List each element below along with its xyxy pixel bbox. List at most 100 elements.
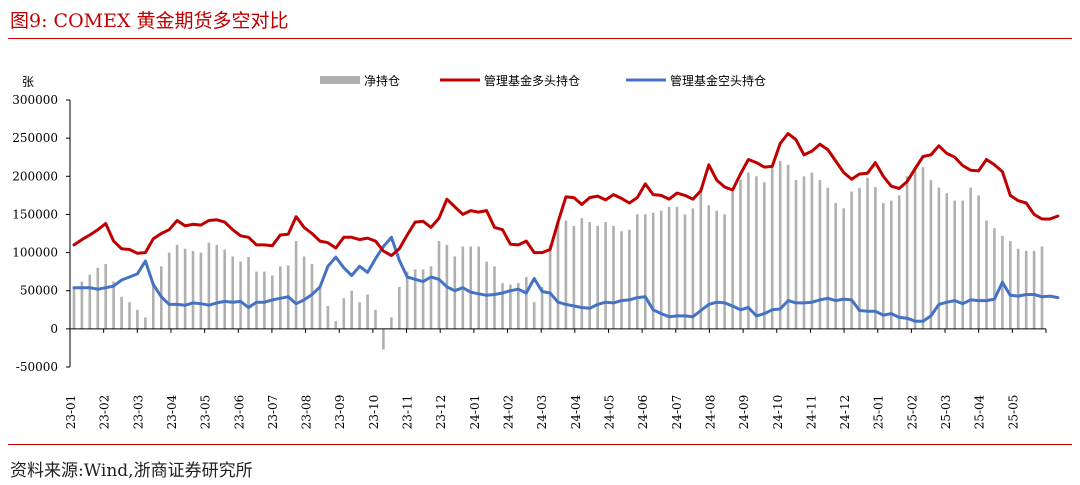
- bar-net-33: [334, 321, 338, 329]
- bar-net-70: [628, 229, 631, 329]
- bar-net-109: [937, 187, 941, 329]
- line-short-position: [72, 235, 1060, 323]
- x-tick-label-8: 23-09: [333, 395, 347, 430]
- bar-net-23: [255, 271, 258, 329]
- bar-net-72: [644, 214, 647, 329]
- bar-net-3: [96, 267, 100, 329]
- bar-net-85: [747, 172, 750, 329]
- x-tick-label-24: 25-01: [872, 395, 886, 430]
- bar-net-119: [1016, 248, 1020, 329]
- bar-net-60: [548, 244, 552, 329]
- x-tick-label-18: 24-07: [670, 395, 684, 430]
- y-tick-label-0: -50000: [16, 360, 58, 374]
- y-tick-label-7: 300000: [12, 93, 58, 107]
- bar-net-7: [128, 302, 131, 329]
- legend-long-position-label: 管理基金多头持仓: [484, 73, 580, 88]
- bar-net-74: [659, 210, 663, 329]
- bar-net-63: [572, 225, 576, 329]
- x-tick-label-5: 23-06: [232, 395, 246, 430]
- x-tick-label-19: 24-08: [703, 395, 717, 430]
- bar-net-66: [596, 225, 599, 329]
- bar-net-10: [152, 283, 155, 329]
- series-lines: [72, 132, 1060, 323]
- bar-net-83: [731, 191, 734, 329]
- bar-net-54: [501, 283, 504, 329]
- x-tick-label-22: 24-11: [804, 395, 818, 430]
- bar-net-94: [818, 180, 822, 329]
- x-tick-label-7: 23-08: [300, 395, 314, 430]
- bar-net-5: [112, 281, 115, 329]
- bar-net-120: [1024, 251, 1028, 329]
- bar-net-79: [699, 187, 703, 329]
- bar-net-8: [136, 309, 139, 329]
- bar-net-38: [374, 309, 377, 329]
- bar-net-67: [604, 222, 607, 329]
- bar-net-107: [921, 167, 925, 329]
- bar-net-21: [239, 261, 242, 329]
- bar-net-55: [509, 284, 512, 329]
- bar-net-75: [667, 206, 671, 329]
- bar-net-4: [104, 264, 107, 329]
- bar-net-93: [810, 172, 814, 329]
- bar-net-105: [905, 176, 909, 329]
- bar-net-2: [88, 274, 92, 329]
- title-divider: [8, 38, 1072, 39]
- bar-net-51: [477, 246, 480, 329]
- bar-net-80: [707, 205, 711, 329]
- x-tick-label-10: 23-11: [401, 395, 415, 430]
- bar-net-86: [755, 176, 758, 329]
- bar-net-92: [802, 176, 806, 329]
- bar-net-110: [945, 193, 949, 329]
- bar-net-35: [350, 290, 353, 329]
- bar-net-57: [525, 277, 528, 329]
- bar-net-73: [651, 212, 655, 329]
- bar-net-14: [183, 248, 187, 329]
- bar-net-12: [167, 252, 171, 329]
- x-tick-label-23: 24-12: [838, 395, 852, 430]
- bar-net-20: [231, 256, 234, 329]
- bar-net-19: [223, 249, 226, 329]
- x-tick-label-15: 24-04: [569, 394, 583, 429]
- bar-net-41: [398, 286, 401, 329]
- y-tick-label-5: 200000: [12, 169, 58, 183]
- chart: 张 净持仓 管理基金多头持仓 管理基金空头持仓 -50000 0 50000 100000…: [12, 73, 1060, 430]
- x-tick-label-4: 23-05: [199, 395, 213, 430]
- bar-net-81: [715, 210, 718, 329]
- bar-net-100: [866, 177, 869, 329]
- bar-net-6: [120, 296, 123, 329]
- x-tick-label-6: 23-07: [266, 395, 280, 430]
- source-note: 资料来源:Wind,浙商证券研究所: [10, 461, 253, 481]
- bar-net-65: [588, 222, 591, 329]
- y-axis-label: 张: [22, 75, 34, 89]
- bar-net-15: [191, 251, 195, 329]
- bar-net-108: [929, 180, 933, 329]
- y-tick-label-1: 0: [50, 322, 58, 336]
- axes: -50000 0 50000 100000 150000 200000 250000 3000…: [12, 93, 1047, 430]
- bar-net-53: [493, 266, 496, 329]
- bar-net-77: [683, 214, 687, 329]
- bar-net-116: [993, 228, 996, 329]
- x-tick-label-26: 25-03: [939, 395, 953, 430]
- bar-net-37: [366, 294, 369, 329]
- x-tick-label-28: 25-05: [1006, 395, 1020, 430]
- x-tick-label-20: 24-09: [737, 395, 751, 430]
- bar-net-59: [540, 286, 544, 329]
- x-tick-label-2: 23-03: [131, 395, 145, 430]
- bar-net-114: [977, 195, 980, 329]
- bar-net-48: [453, 256, 457, 329]
- bar-net-39: [382, 328, 385, 350]
- bar-net-29: [302, 256, 306, 329]
- bar-net-18: [215, 244, 219, 329]
- bar-net-64: [580, 218, 584, 329]
- bar-net-1: [80, 281, 84, 329]
- bar-net-34: [342, 298, 346, 329]
- bar-net-45: [429, 266, 433, 329]
- x-tick-label-1: 23-02: [98, 395, 112, 430]
- bar-net-36: [358, 302, 361, 329]
- x-tick-label-0: 23-01: [64, 395, 78, 430]
- legend: 净持仓 管理基金多头持仓 管理基金空头持仓: [320, 73, 766, 88]
- bar-net-17: [207, 242, 211, 329]
- source-divider: [8, 444, 1072, 445]
- bar-net-9: [144, 317, 147, 329]
- bar-net-44: [421, 269, 425, 329]
